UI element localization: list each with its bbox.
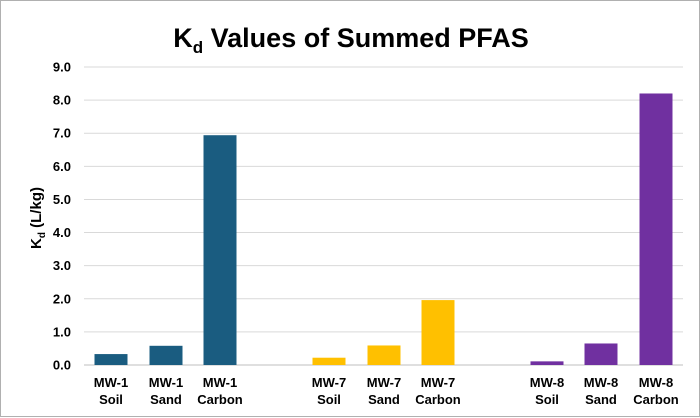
y-axis-label-subscript: d [37,232,48,238]
y-tick-label: 3.0 [53,258,71,273]
x-tick-label-line1: MW-7 [367,375,401,390]
bar [94,354,128,365]
bar [639,93,673,365]
gridlines [84,66,683,366]
x-tick-label-line2: Carbon [633,392,679,407]
bars [94,93,673,365]
chart-title-rest: Values of Summed PFAS [203,23,529,53]
y-axis-label-prefix: K [28,238,45,249]
x-tick-label-line1: MW-7 [421,375,455,390]
y-tick-label: 6.0 [53,159,71,174]
category-labels: MW-1 Soil MW-1 Sand MW-1 Carbon MW-7 Soil MW-7 Sa… [94,375,679,407]
bar [530,361,564,365]
bar [149,345,183,365]
bar [203,135,237,365]
y-tick-label: 4.0 [53,225,71,240]
x-tick-label-line1: MW-7 [312,375,346,390]
y-tick-labels: 0.0 1.0 2.0 3.0 4.0 5.0 6.0 7.0 8.0 9.0 [53,60,71,373]
x-tick-label-line2: Sand [368,392,400,407]
x-tick-label-line2: Sand [150,392,182,407]
x-tick-label-line2: Sand [585,392,617,407]
y-axis-label-rest: (L/kg) [28,187,45,232]
y-tick-label: 9.0 [53,60,71,75]
y-tick-label: 7.0 [53,126,71,141]
y-tick-label: 1.0 [53,324,71,339]
y-axis-label: Kd (L/kg) [28,187,48,249]
y-tick-label: 0.0 [53,358,71,373]
x-tick-label-line1: MW-8 [530,375,564,390]
x-tick-label-line1: MW-1 [149,375,183,390]
x-tick-label-line2: Soil [317,392,341,407]
bar [312,357,346,365]
x-tick-label-line1: MW-1 [94,375,128,390]
bar [367,345,401,365]
x-tick-label-line2: Carbon [197,392,243,407]
x-tick-label-line1: MW-8 [584,375,618,390]
x-tick-label-line2: Soil [535,392,559,407]
chart-title-subscript: d [193,38,203,57]
bar [421,300,455,365]
x-tick-label-line2: Soil [99,392,123,407]
bar [584,343,618,365]
x-tick-label-line1: MW-8 [639,375,673,390]
y-tick-label: 8.0 [53,93,71,108]
x-tick-label-line1: MW-1 [203,375,237,390]
chart-title-prefix: K [173,23,193,53]
y-tick-label: 5.0 [53,192,71,207]
x-tick-label-line2: Carbon [415,392,461,407]
y-tick-label: 2.0 [53,291,71,306]
chart-title: Kd Values of Summed PFAS [173,23,529,57]
